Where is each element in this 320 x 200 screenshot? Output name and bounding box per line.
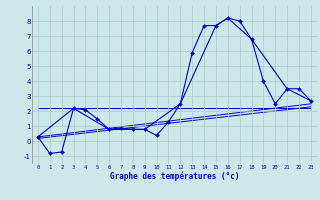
X-axis label: Graphe des températures (°c): Graphe des températures (°c) bbox=[110, 172, 239, 181]
